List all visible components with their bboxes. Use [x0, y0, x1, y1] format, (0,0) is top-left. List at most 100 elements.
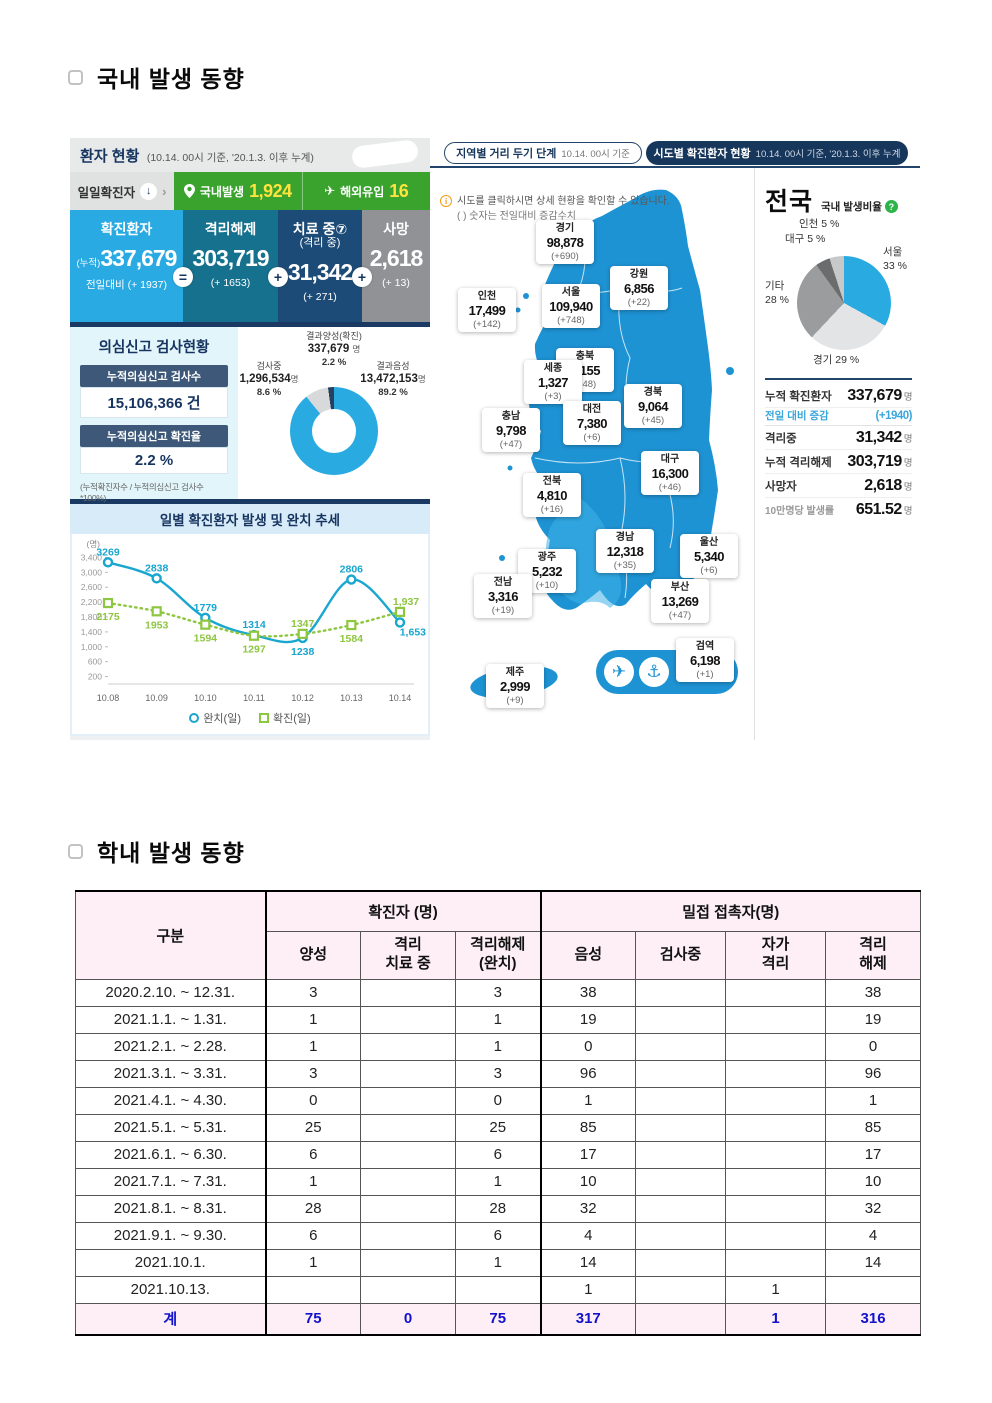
- table-cell: 96: [539, 1059, 637, 1088]
- region-delta: (+1): [696, 668, 714, 680]
- subheader-2: 격리해제 (완치): [454, 930, 542, 980]
- table-cell: 2021.4.1. ~ 4.30.: [75, 1086, 266, 1115]
- map-region-label-0[interactable]: 경기 98,878 (+690): [536, 220, 594, 264]
- map-region-label-5[interactable]: 세종 1,327 (+3): [524, 360, 582, 404]
- table-cell: 0: [264, 1086, 361, 1115]
- table-cell: 2021.7.1. ~ 7.31.: [75, 1167, 266, 1196]
- table-cell: [360, 1167, 456, 1196]
- donut-testing-unit: 명: [290, 374, 299, 385]
- svg-text:(명): (명): [87, 539, 101, 549]
- map-region-label-15[interactable]: 부산 13,269 (+47): [651, 579, 709, 623]
- covid-dashboard: 환자 현황 (10.14. 00시 기준, '20.1.3. 이후 누계) 일일…: [70, 138, 920, 740]
- table-cell: 3: [264, 1059, 361, 1088]
- svg-text:1297: 1297: [242, 644, 266, 656]
- table-cell: 2021.1.1. ~ 1.31.: [75, 1005, 266, 1034]
- region-name: 검역: [695, 641, 715, 652]
- subheader-4: 검사중: [635, 930, 727, 980]
- tab-distancing-level[interactable]: 지역별 거리 두기 단계 10.14. 00시 기준: [444, 142, 642, 164]
- table-row-4: 2021.4.1. ~ 4.30. 0 0 1 1: [75, 1086, 922, 1115]
- ratio-label-text: 국내 발생비율: [821, 201, 882, 213]
- table-row-10: 2021.10.1. 1 1 14 14: [75, 1248, 922, 1277]
- map-region-label-8[interactable]: 충남 9,798 (+47): [482, 408, 540, 452]
- table-cell: 0: [360, 1302, 456, 1336]
- map-national-row: i 시도를 클릭하시면 상세 현황을 확인할 수 있습니다. ( ) 숫자는 전…: [430, 168, 920, 740]
- table-cell: [360, 1248, 456, 1277]
- positivity-rate-label: 누적의심신고 확진율: [80, 425, 228, 447]
- table-cell: 4: [539, 1221, 637, 1250]
- map-region-label-16[interactable]: 검역 6,198 (+1): [676, 638, 734, 682]
- chevron-right-icon: ›: [162, 183, 167, 199]
- map-info-text: 시도를 클릭하시면 상세 현황을 확인할 수 있습니다. ( ) 숫자는 전일대…: [457, 194, 670, 224]
- national-title: 전국: [765, 188, 814, 216]
- map-region-label-14[interactable]: 전남 3,316 (+19): [474, 574, 532, 618]
- table-cell: 32: [539, 1194, 637, 1223]
- table-cell: [635, 1248, 727, 1277]
- trend-legend: 완치(일) 확진(일): [72, 710, 428, 726]
- map-region-label-12[interactable]: 울산 5,340 (+6): [680, 534, 738, 578]
- region-name: 울산: [699, 537, 719, 548]
- ship-icon: ⚓: [639, 657, 669, 687]
- region-delta: (+48): [573, 378, 597, 390]
- table-cell: [725, 1059, 827, 1088]
- table-cell: [360, 978, 456, 1007]
- stat-delta: 전일대비 (+ 1937): [86, 279, 167, 292]
- stat-value: 303,719: [192, 245, 269, 272]
- map-region-label-6[interactable]: 대전 7,380 (+6): [563, 401, 621, 445]
- table-cell: 1: [264, 1032, 361, 1061]
- donut-testing-name: 검사중: [256, 361, 282, 371]
- imported-value: 16: [389, 180, 409, 201]
- svg-text:2,600: 2,600: [81, 582, 103, 592]
- map-region-label-3[interactable]: 서울 109,940 (+748): [542, 284, 600, 328]
- svg-text:1953: 1953: [145, 619, 169, 631]
- table-row-2: 2021.2.1. ~ 2.28. 1 1 0 0: [75, 1032, 922, 1061]
- map-region-label-17[interactable]: 제주 2,999 (+9): [486, 664, 544, 708]
- table-cell: [635, 1275, 727, 1304]
- svg-text:1779: 1779: [194, 602, 218, 614]
- stat-box-0: 확진환자 (누적)337,679 전일대비 (+ 1937): [70, 210, 183, 322]
- korea-map-panel: i 시도를 클릭하시면 상세 현황을 확인할 수 있습니다. ( ) 숫자는 전…: [430, 168, 755, 740]
- tab-regional-label: 시도별 확진환자 현황: [653, 148, 751, 160]
- map-region-label-9[interactable]: 대구 16,300 (+46): [641, 451, 699, 495]
- svg-text:2175: 2175: [96, 611, 120, 623]
- table-cell: 1: [539, 1086, 637, 1115]
- table-cell: 28: [264, 1194, 361, 1223]
- svg-text:10.10: 10.10: [194, 693, 217, 703]
- table-cell: 10: [539, 1167, 637, 1196]
- tab-regional-confirmed[interactable]: 시도별 확진환자 현황 10.14. 00시 기준, '20.1.3. 이후 누…: [646, 141, 908, 165]
- svg-text:1,400: 1,400: [81, 627, 103, 637]
- tab-distancing-label: 지역별 거리 두기 단계: [456, 148, 557, 160]
- map-region-label-7[interactable]: 경북 9,064 (+45): [624, 384, 682, 428]
- table-cell: 2021.6.1. ~ 6.30.: [75, 1140, 266, 1169]
- table-cell: 2021.8.1. ~ 8.31.: [75, 1194, 266, 1223]
- region-name: 경북: [643, 387, 663, 398]
- national-stat-row-2: 격리중 31,342 명: [765, 426, 913, 450]
- table-cell: 1: [454, 1248, 542, 1277]
- table-cell: 1: [264, 1248, 361, 1277]
- svg-text:1,653: 1,653: [400, 626, 426, 638]
- map-region-label-2[interactable]: 인천 17,499 (+142): [458, 288, 516, 332]
- region-value: 9,064: [637, 399, 669, 414]
- region-delta: (+6): [700, 564, 718, 576]
- checkbox-bullet-icon: [68, 843, 83, 859]
- table-header-groups: 구분 확진자 (명) 밀접 접촉자(명): [75, 890, 922, 980]
- region-delta: (+45): [641, 414, 665, 426]
- region-value: 13,269: [661, 594, 699, 609]
- map-region-label-10[interactable]: 전북 4,810 (+16): [523, 473, 581, 517]
- table-cell: 3: [264, 978, 361, 1007]
- stat-sublabel: (격리 중): [299, 237, 341, 250]
- region-value: 3,316: [487, 589, 519, 604]
- svg-text:10.08: 10.08: [97, 693, 120, 703]
- divider: [70, 499, 430, 504]
- table-cell: [360, 1221, 456, 1250]
- map-info-line2: ( ) 숫자는 전일대비 증감수치: [457, 211, 576, 222]
- table-cell: [360, 1113, 456, 1142]
- region-value: 5,232: [531, 564, 563, 579]
- region-value: 1,327: [537, 375, 569, 390]
- help-icon[interactable]: ?: [884, 200, 898, 213]
- map-info-line1: 시도를 클릭하시면 상세 현황을 확인할 수 있습니다.: [457, 196, 670, 207]
- map-region-label-11[interactable]: 경남 12,318 (+35): [596, 529, 654, 573]
- table-cell: 0: [454, 1086, 542, 1115]
- map-region-label-1[interactable]: 강원 6,856 (+22): [610, 266, 668, 310]
- table-total-row: 계 75 0 75 317 1 316: [75, 1302, 922, 1336]
